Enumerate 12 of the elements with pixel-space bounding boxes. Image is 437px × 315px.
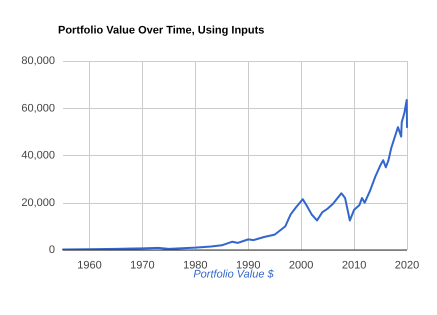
y-tick-label: 20,000 — [21, 196, 55, 209]
x-tick-label: 1960 — [77, 260, 102, 272]
x-tick-label: 2020 — [394, 260, 420, 272]
chart-title: Portfolio Value Over Time, Using Inputs — [58, 24, 264, 36]
y-tick-label: 60,000 — [21, 102, 55, 114]
y-tick-label: 0 — [48, 244, 55, 256]
y-tick-label: 40,000 — [21, 150, 55, 162]
x-tick-label: 2010 — [342, 260, 366, 272]
x-tick-label: 2000 — [288, 260, 314, 272]
series-label: Portfolio Value $ — [193, 268, 275, 280]
x-tick-label: 1970 — [130, 260, 155, 272]
y-tick-label: 80,000 — [21, 55, 55, 67]
